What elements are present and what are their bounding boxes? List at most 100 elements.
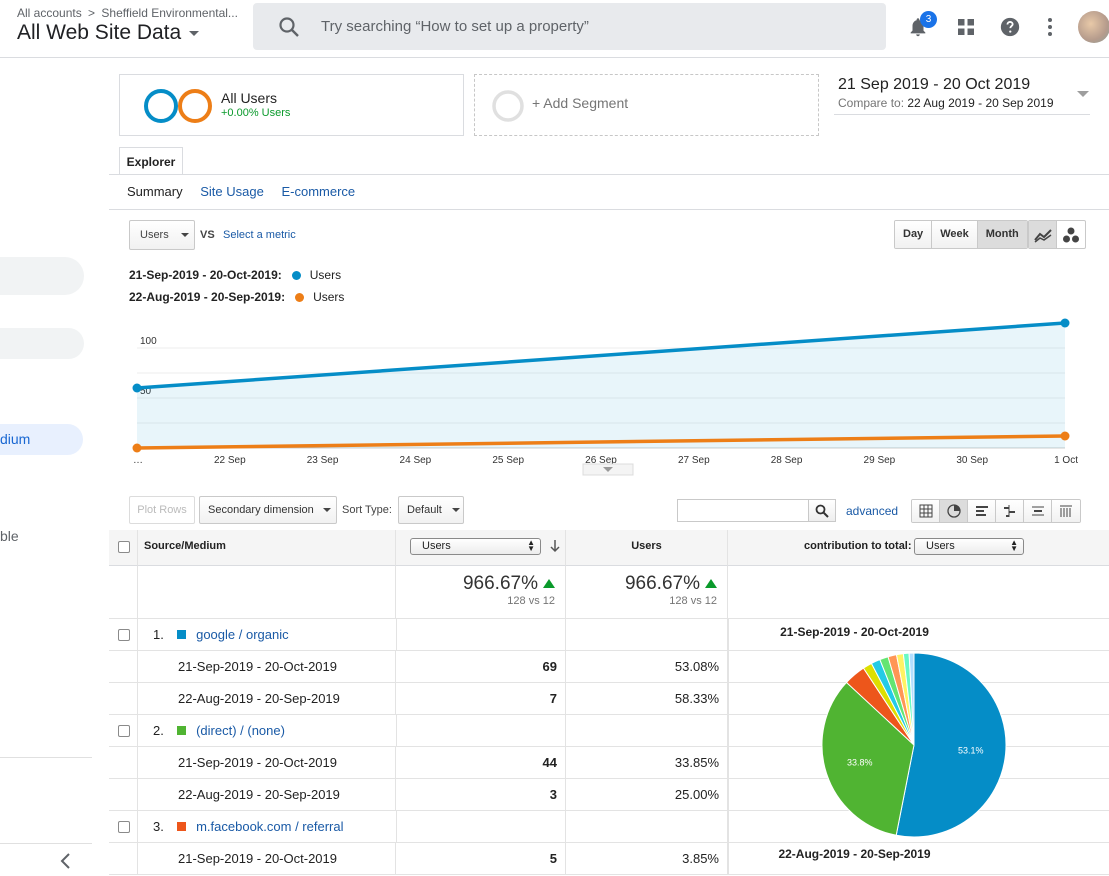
date-range-row: 21-Sep-2019 - 20-Oct-2019 69 53.08% xyxy=(109,651,1109,683)
legend-range-primary: 21-Sep-2019 - 20-Oct-2019: xyxy=(129,268,282,282)
breadcrumb[interactable]: All accounts > Sheffield Environmental..… xyxy=(17,6,238,20)
sort-descending-icon[interactable] xyxy=(550,539,560,553)
empty-cell xyxy=(109,779,138,810)
advanced-filter-link[interactable]: advanced xyxy=(846,504,899,518)
pie-slice[interactable] xyxy=(895,652,1007,838)
sidebar-item-medium[interactable]: dium xyxy=(0,424,83,455)
empty-cell xyxy=(109,683,138,714)
granularity-day-button[interactable]: Day xyxy=(895,221,933,248)
help-button[interactable] xyxy=(995,12,1025,42)
sidebar-item-table[interactable]: ble xyxy=(0,528,19,544)
view-term-cloud-button[interactable] xyxy=(1024,500,1052,522)
secondary-dimension-select[interactable]: Secondary dimension xyxy=(199,496,337,524)
metric-select[interactable]: Users xyxy=(129,220,195,250)
table-view-toggle xyxy=(911,499,1081,523)
pie-slice[interactable] xyxy=(908,652,915,746)
header-source-medium[interactable]: Source/Medium xyxy=(138,530,396,566)
pie-title-compare: 22-Aug-2019 - 20-Sep-2019 xyxy=(778,847,931,861)
sidebar-item-collapsed[interactable] xyxy=(0,257,84,295)
date-range-picker[interactable]: 21 Sep 2019 - 20 Oct 2019 Compare to: 22… xyxy=(834,74,1090,115)
caret-down-icon xyxy=(451,508,460,512)
chart-y-tick-label: 50 xyxy=(140,386,152,397)
table-search-button[interactable] xyxy=(808,499,836,522)
sidebar: dium ble xyxy=(0,59,109,876)
source-medium-link[interactable]: (direct) / (none) xyxy=(196,723,285,738)
view-pivot-button[interactable] xyxy=(1052,500,1080,522)
subtab-site-usage[interactable]: Site Usage xyxy=(200,184,264,199)
chart-x-tick-label: 30 Sep xyxy=(956,455,988,466)
chart-x-tick-label: 24 Sep xyxy=(400,455,432,466)
date-range-label: 21-Sep-2019 - 20-Oct-2019 xyxy=(138,747,396,778)
chart-series-line xyxy=(136,321,1066,390)
row-color-swatch xyxy=(177,822,187,831)
sidebar-item-collapsed[interactable] xyxy=(0,328,84,359)
row-checkbox[interactable] xyxy=(118,821,130,833)
header-users[interactable]: Users xyxy=(566,530,728,566)
search-bar[interactable]: Try searching “How to set up a property” xyxy=(253,3,886,50)
sidebar-divider xyxy=(0,843,92,844)
source-medium-link[interactable]: m.facebook.com / referral xyxy=(196,819,344,834)
source-row[interactable]: 2. (direct) / (none) xyxy=(109,715,1109,747)
line-chart-button[interactable] xyxy=(1029,221,1057,248)
breadcrumb-root[interactable]: All accounts xyxy=(17,6,82,20)
source-cell: 3. m.facebook.com / referral xyxy=(138,811,396,842)
subtab-ecommerce[interactable]: E-commerce xyxy=(281,184,356,199)
contribution-metric-select[interactable]: Users ▲ ▼ xyxy=(914,538,1024,555)
compare-range: 22 Aug 2019 - 20 Sep 2019 xyxy=(907,96,1054,110)
legend-dot-compare xyxy=(295,292,305,302)
table-search-input[interactable] xyxy=(677,499,809,522)
view-data-button[interactable] xyxy=(912,500,940,522)
totals-metric-cell: 966.67% 128 vs 12 xyxy=(396,566,566,618)
sort-type-select[interactable]: Default xyxy=(398,496,464,524)
users-value: 5 xyxy=(396,843,566,874)
source-row[interactable]: 3. m.facebook.com / referral xyxy=(109,811,1109,843)
plot-rows-button[interactable]: Plot Rows xyxy=(129,496,195,524)
row-color-swatch xyxy=(177,630,187,639)
view-selector[interactable]: All Web Site Data xyxy=(17,21,200,45)
row-checkbox[interactable] xyxy=(118,629,130,641)
caret-down-icon xyxy=(189,30,200,36)
motion-chart-button[interactable] xyxy=(1057,221,1085,248)
granularity-week-button[interactable]: Week xyxy=(932,221,978,248)
empty-cell xyxy=(396,715,566,746)
avatar[interactable] xyxy=(1078,11,1109,43)
search-icon xyxy=(279,16,299,37)
pie-slice[interactable] xyxy=(821,681,915,836)
view-comparison-button[interactable] xyxy=(996,500,1024,522)
more-options-button[interactable] xyxy=(1035,12,1065,42)
report-main: All Users +0.00% Users + Add Segment 21 … xyxy=(109,64,1109,876)
segment-all-users[interactable]: All Users +0.00% Users xyxy=(119,74,464,136)
row-checkbox-cell xyxy=(109,619,138,650)
header-metric-select[interactable]: Users ▲ ▼ xyxy=(410,538,541,555)
breadcrumb-account[interactable]: Sheffield Environmental... xyxy=(101,6,238,20)
chart-x-tick-label: 28 Sep xyxy=(771,455,803,466)
pie-chart: 53.1% 33.8% xyxy=(821,652,1007,838)
divider xyxy=(109,174,1109,175)
tab-explorer[interactable]: Explorer xyxy=(119,147,183,175)
totals-change-percent: 966.67% xyxy=(462,573,538,594)
add-segment-box[interactable]: + Add Segment xyxy=(474,74,819,136)
select-all-checkbox[interactable] xyxy=(118,541,130,553)
view-percentage-button[interactable] xyxy=(940,500,968,522)
chart-handle-arrow-icon xyxy=(603,467,613,472)
chart-point xyxy=(132,383,142,393)
users-value: 69 xyxy=(396,651,566,682)
chart-x-tick-label: 22 Sep xyxy=(214,455,246,466)
empty-cell xyxy=(566,811,728,842)
granularity-month-button[interactable]: Month xyxy=(977,221,1027,248)
breadcrumb-separator: > xyxy=(88,6,96,20)
row-checkbox[interactable] xyxy=(118,725,130,737)
source-medium-link[interactable]: google / organic xyxy=(196,627,289,642)
subtab-summary[interactable]: Summary xyxy=(127,184,183,199)
apps-button[interactable] xyxy=(951,12,981,42)
source-row[interactable]: 1. google / organic xyxy=(109,619,1109,651)
select-metric-link[interactable]: Select a metric xyxy=(223,229,296,241)
empty-cell xyxy=(109,747,138,778)
collapse-sidebar-button[interactable] xyxy=(58,851,74,871)
help-icon xyxy=(1000,17,1020,37)
header-select-all-cell xyxy=(109,530,138,566)
header-contribution: contribution to total: Users ▲ ▼ xyxy=(728,530,1109,566)
legend-series-primary: Users xyxy=(309,268,342,282)
view-performance-button[interactable] xyxy=(968,500,996,522)
users-percent: 58.33% xyxy=(566,683,728,714)
